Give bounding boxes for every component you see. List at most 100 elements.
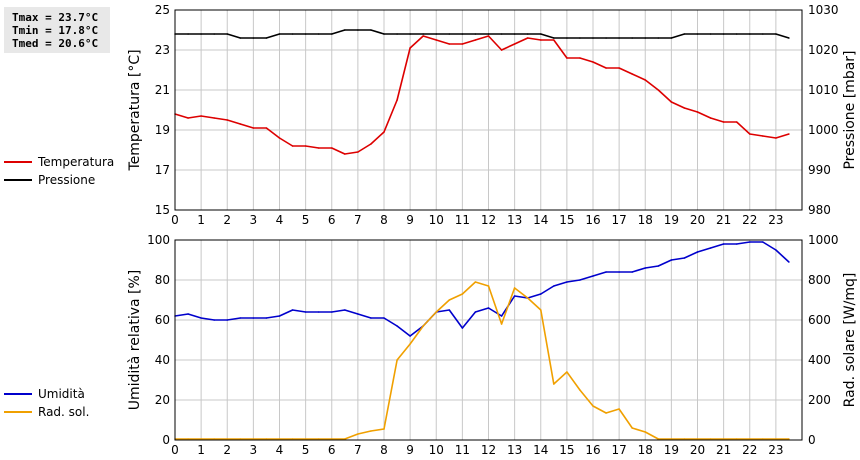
point-top-0-21: [448, 43, 451, 45]
x-tick-top-22: 22: [742, 213, 757, 227]
point-top-0-36: [644, 79, 647, 81]
y-right-tick-bottom-800: 800: [808, 273, 831, 287]
series-line-bottom-1: [175, 281, 789, 440]
point-bottom-1-2: [200, 438, 202, 440]
legend-swatch-umidita: [4, 393, 32, 395]
point-top-1-8: [278, 33, 281, 35]
point-top-0-2: [200, 115, 202, 117]
point-bottom-0-11: [317, 311, 320, 313]
point-bottom-0-24: [487, 307, 490, 309]
point-bottom-0-36: [644, 267, 647, 269]
point-bottom-1-19: [422, 325, 425, 327]
point-bottom-0-40: [696, 251, 699, 253]
point-bottom-1-17: [396, 359, 398, 361]
point-bottom-1-29: [553, 383, 555, 385]
point-bottom-0-17: [396, 325, 398, 327]
legend-label-radsol: Rad. sol.: [38, 405, 90, 419]
point-top-1-24: [487, 33, 490, 35]
point-bottom-0-41: [709, 247, 712, 249]
point-top-0-23: [474, 39, 477, 41]
y-left-tick-top-17: 17: [155, 163, 170, 177]
point-bottom-0-7: [265, 317, 268, 319]
point-top-0-32: [592, 61, 594, 63]
point-top-0-33: [605, 67, 607, 69]
point-top-1-37: [657, 37, 660, 39]
point-top-1-13: [344, 29, 346, 31]
point-bottom-0-16: [383, 317, 385, 319]
x-tick-top-16: 16: [585, 213, 600, 227]
legend-label-pressione: Pressione: [38, 173, 96, 187]
point-bottom-1-7: [265, 438, 268, 440]
point-top-0-45: [762, 135, 764, 137]
x-tick-bottom-23: 23: [768, 443, 783, 457]
point-top-1-30: [566, 37, 568, 39]
point-bottom-0-38: [670, 259, 673, 261]
point-top-0-6: [252, 127, 255, 129]
x-tick-bottom-6: 6: [328, 443, 336, 457]
point-bottom-1-30: [566, 371, 568, 373]
point-bottom-0-1: [187, 313, 189, 315]
x-tick-top-23: 23: [768, 213, 783, 227]
point-top-0-9: [291, 145, 294, 147]
point-bottom-1-34: [618, 408, 620, 410]
stats-box: Tmax = 23.7°C Tmin = 17.8°C Tmed = 20.6°…: [4, 7, 110, 53]
point-bottom-1-46: [775, 438, 777, 440]
point-bottom-1-4: [226, 438, 229, 440]
y-left-tick-top-19: 19: [155, 123, 170, 137]
point-bottom-0-12: [331, 311, 333, 313]
legend-swatch-pressione: [4, 179, 32, 181]
x-tick-bottom-20: 20: [690, 443, 705, 457]
point-top-1-25: [500, 33, 503, 35]
point-top-1-28: [540, 33, 542, 35]
point-top-0-28: [540, 39, 542, 41]
point-top-1-11: [317, 33, 320, 35]
x-tick-top-10: 10: [429, 213, 444, 227]
point-top-0-38: [670, 101, 673, 103]
x-tick-top-15: 15: [559, 213, 574, 227]
point-top-0-7: [265, 127, 268, 129]
point-bottom-0-23: [474, 311, 477, 313]
point-top-1-29: [553, 37, 555, 39]
x-tick-top-5: 5: [302, 213, 310, 227]
x-tick-top-6: 6: [328, 213, 336, 227]
x-tick-top-17: 17: [611, 213, 626, 227]
legend-swatch-temperatura: [4, 161, 32, 163]
y-right-tick-top-1030: 1030: [808, 3, 839, 17]
legend-label-temperatura: Temperatura: [38, 155, 115, 169]
x-tick-bottom-12: 12: [481, 443, 496, 457]
legend-swatch-radsol: [4, 411, 32, 413]
point-top-0-31: [579, 57, 581, 59]
y-left-title-top: Temperatura [°C]: [127, 49, 143, 171]
point-bottom-1-23: [474, 281, 477, 283]
tmax-stat: Tmax = 23.7°C: [12, 11, 99, 24]
point-top-0-44: [749, 133, 751, 135]
point-bottom-0-9: [291, 309, 294, 311]
x-tick-top-20: 20: [690, 213, 705, 227]
point-bottom-0-28: [540, 293, 542, 295]
tmed-stat: Tmed = 20.6°C: [12, 37, 99, 50]
x-tick-bottom-22: 22: [742, 443, 757, 457]
x-tick-bottom-5: 5: [302, 443, 310, 457]
y-right-tick-top-1020: 1020: [808, 43, 839, 57]
x-tick-bottom-9: 9: [406, 443, 414, 457]
x-tick-top-7: 7: [354, 213, 362, 227]
plot-frame-bottom: [174, 239, 803, 441]
point-bottom-1-9: [291, 438, 294, 440]
point-top-0-8: [278, 137, 281, 139]
point-bottom-0-35: [631, 271, 633, 273]
legend-item-pressione: Pressione: [4, 171, 114, 189]
point-bottom-1-25: [500, 323, 503, 325]
point-top-0-11: [317, 147, 320, 149]
x-tick-top-4: 4: [276, 213, 284, 227]
point-top-1-45: [762, 33, 764, 35]
point-top-1-40: [696, 33, 699, 35]
point-bottom-0-34: [618, 271, 620, 273]
point-bottom-0-2: [200, 317, 202, 319]
point-bottom-1-42: [722, 438, 725, 440]
point-top-1-17: [396, 33, 398, 35]
point-top-0-27: [526, 37, 529, 39]
point-top-0-16: [383, 131, 385, 133]
point-top-0-29: [553, 39, 555, 41]
y-right-tick-bottom-0: 0: [808, 433, 816, 447]
point-bottom-1-31: [579, 389, 581, 391]
